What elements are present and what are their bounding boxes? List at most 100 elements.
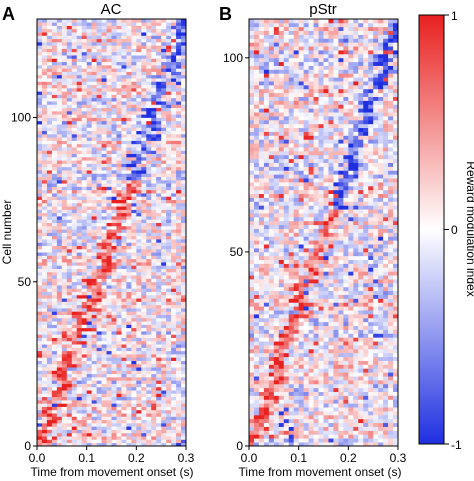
heatmap-cell [136,403,142,407]
heatmap-cell [131,147,137,151]
heatmap-cell [61,373,68,378]
heatmap-cell [156,288,162,292]
heatmap-cell [111,51,117,56]
heatmap-cell [66,71,73,76]
heatmap-cell [131,58,137,63]
heatmap-cell [348,434,354,439]
heatmap-cell [111,317,117,322]
heatmap-cell [121,298,127,302]
heatmap-cell [249,395,255,400]
heatmap-cell [136,130,142,135]
heatmap-cell [141,258,147,263]
heatmap-cell [131,327,137,332]
heatmap-cell [86,25,92,30]
heatmap-cell [116,173,122,178]
heatmap-cell [303,321,309,327]
heatmap-cell [131,403,137,407]
heatmap-cell [71,252,78,256]
heatmap-cell [151,350,157,355]
heatmap-cell [161,314,167,319]
heatmap-cell [298,317,304,323]
heatmap-cell [166,229,172,233]
heatmap-cell [131,114,137,118]
heatmap-cell [106,271,112,276]
heatmap-cell [333,395,339,400]
heatmap-cell [176,68,182,72]
heatmap-cell [86,337,92,342]
heatmap-cell [37,163,43,168]
heatmap-cell [131,120,137,125]
heatmap-cell [388,333,394,338]
heatmap-cell [273,430,280,435]
heatmap-cell [298,364,304,369]
heatmap-cell [328,352,334,358]
heatmap-cell [86,147,92,151]
heatmap-cell [61,107,68,112]
heatmap-cell [51,239,58,243]
heatmap-cell [126,143,132,148]
heatmap-cell [91,235,97,240]
heatmap-cell [61,51,68,56]
heatmap-cell [298,399,304,404]
heatmap-cell [111,58,117,63]
heatmap-cell [298,434,304,439]
heatmap-cell [393,414,399,420]
heatmap-cell [131,370,137,375]
heatmap-cell [313,422,319,427]
heatmap-cell [121,409,127,414]
heatmap-cell [136,314,142,319]
heatmap-cell [363,411,369,416]
heatmap-cell [166,308,172,312]
heatmap-cell [81,248,88,253]
heatmap-cell [353,364,359,369]
heatmap-cell [71,426,78,430]
heatmap-cell [263,352,270,358]
heatmap-cell [101,340,107,345]
heatmap-cell [56,377,63,381]
heatmap-cell [56,150,63,155]
heatmap-cell [258,345,265,350]
heatmap-cell [348,403,354,408]
heatmap-cell [126,225,132,230]
heatmap-cell [81,363,88,368]
heatmap-cell [111,19,117,23]
heatmap-cell [91,68,97,72]
heatmap-cell [86,229,92,233]
heatmap-cell [348,387,354,392]
heatmap-cell [126,340,132,345]
heatmap-cell [116,179,122,184]
heatmap-cell [156,160,162,164]
heatmap-cell [151,271,157,276]
heatmap-cell [66,222,73,227]
heatmap-cell [66,78,73,82]
heatmap-cell [363,430,369,435]
heatmap-cell [101,140,107,145]
heatmap-cell [106,101,112,105]
heatmap-cell [96,114,102,118]
heatmap-cell [91,298,97,302]
heatmap-cell [37,314,43,319]
heatmap-cell [378,314,384,319]
heatmap-cell [61,331,68,335]
heatmap-cell [37,340,43,345]
heatmap-cell [368,314,374,319]
heatmap-cell [151,143,157,148]
heatmap-cell [263,403,270,408]
heatmap-cell [181,367,187,371]
heatmap-cell [46,298,53,302]
heatmap-cell [268,383,275,389]
heatmap-cell [116,153,122,158]
heatmap-cell [318,310,324,315]
heatmap-cell [116,216,122,220]
heatmap-cell [46,416,53,421]
heatmap-cell [106,275,112,279]
heatmap-cell [181,311,187,315]
heatmap-cell [56,84,63,89]
heatmap-cell [96,400,102,404]
heatmap-cell [283,329,290,334]
heatmap-cell [136,380,142,384]
heatmap-cell [156,275,162,279]
heatmap-cell [121,252,127,256]
heatmap-cell [111,442,117,447]
heatmap-cell [91,288,97,292]
